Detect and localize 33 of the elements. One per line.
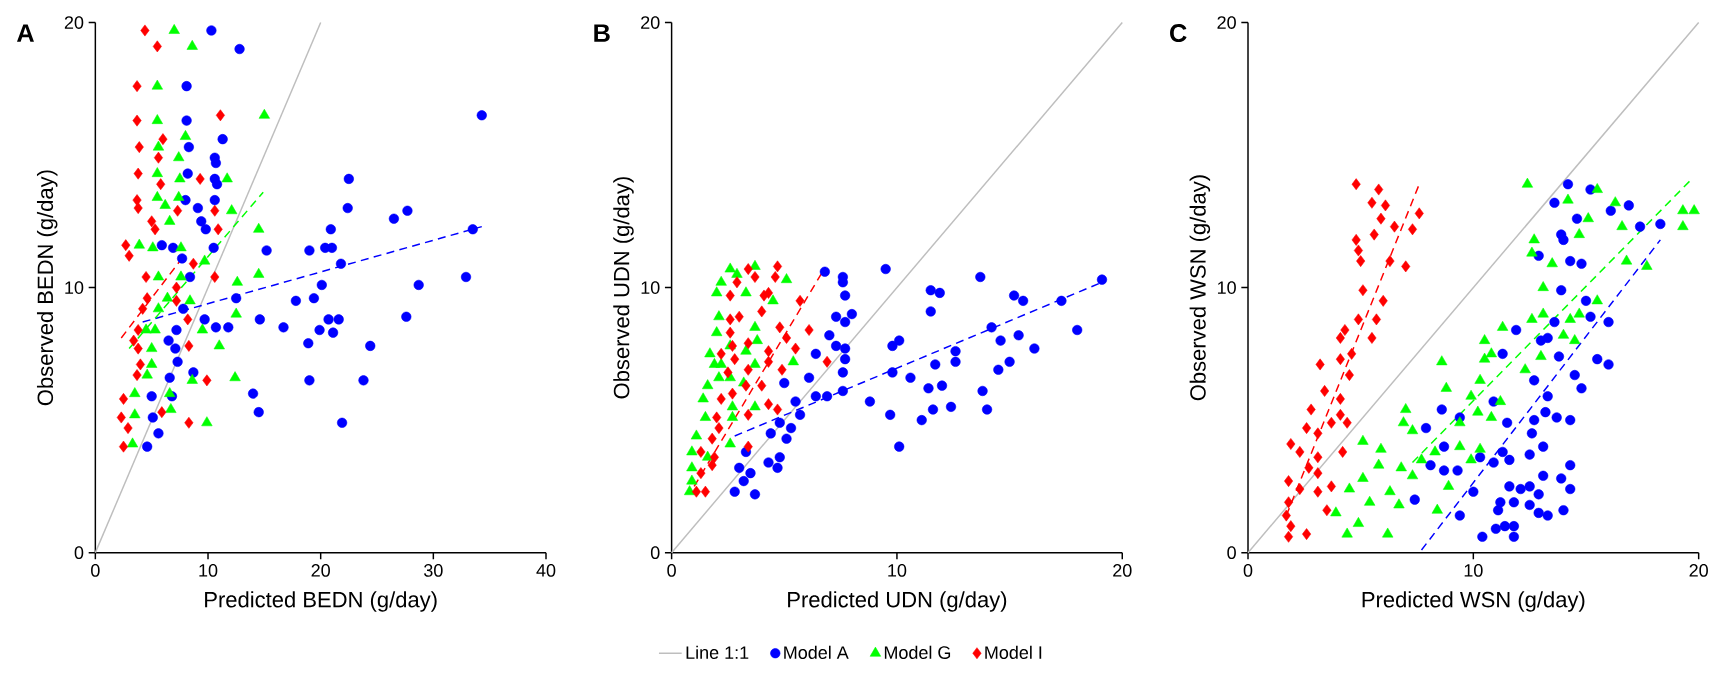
y-axis-title: Observed WSN (g/day) — [1189, 175, 1211, 401]
x-axis-title: Predicted WSN (g/day) — [1362, 591, 1585, 612]
legend-label: Model A — [784, 645, 849, 659]
x-tick-label: 0 — [667, 564, 676, 577]
x-tick-label: 20 — [1113, 564, 1132, 577]
x-tick-label: 10 — [888, 564, 907, 577]
x-tick-label: 10 — [1464, 564, 1483, 577]
y-tick-label: 0 — [74, 546, 84, 560]
x-tick-label: 0 — [91, 564, 100, 577]
x-tick-label: 10 — [199, 564, 218, 577]
x-tick-label: 40 — [536, 564, 556, 577]
legend-label: Line 1:1 — [686, 645, 749, 659]
y-tick-label: 0 — [1227, 546, 1236, 560]
x-tick-label: 0 — [1243, 564, 1253, 577]
chart-title: A — [16, 24, 34, 42]
legend-label: Model G — [884, 645, 951, 659]
y-tick-label: 20 — [1217, 16, 1236, 29]
y-tick-label: 10 — [1217, 281, 1236, 294]
x-tick-label: 30 — [424, 564, 443, 577]
y-axis-title: Observed BEDN (g/day) — [36, 170, 58, 406]
y-tick-label: 0 — [650, 546, 660, 560]
y-axis-title: Observed UDN (g/day) — [613, 177, 634, 399]
y-tick-label: 20 — [641, 16, 660, 29]
y-tick-label: 20 — [64, 16, 84, 29]
y-tick-label: 10 — [65, 281, 84, 294]
x-axis-title: Predicted UDN (g/day) — [788, 591, 1007, 612]
chart-title: C — [1170, 24, 1187, 43]
y-tick-label: 10 — [641, 281, 660, 294]
legend-label: Model I — [985, 645, 1042, 659]
x-axis-title: Predicted BEDN (g/day) — [205, 591, 437, 612]
chart-title: B — [594, 24, 610, 42]
x-tick-label: 20 — [311, 564, 330, 577]
x-tick-label: 20 — [1689, 564, 1708, 577]
